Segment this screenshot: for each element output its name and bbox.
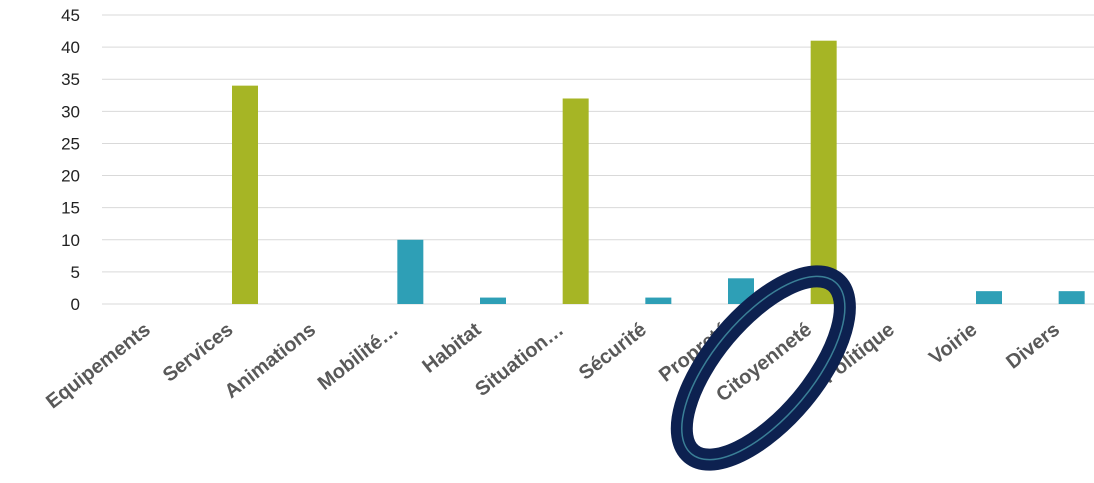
x-tick-label: Mobilité…	[314, 319, 403, 395]
x-tick-label: Habitat	[418, 318, 485, 377]
y-tick-label: 45	[61, 6, 80, 25]
y-tick-label: 10	[61, 231, 80, 250]
y-tick-label: 25	[61, 134, 80, 153]
x-tick-label: Voirie	[925, 319, 981, 370]
bar	[232, 85, 258, 305]
x-tick-label: Sécurité	[575, 319, 651, 385]
y-tick-label: 5	[71, 263, 80, 282]
bars	[232, 40, 1085, 305]
x-tick-label: Divers	[1002, 319, 1064, 374]
bar	[645, 297, 672, 304]
y-tick-label: 40	[61, 38, 80, 57]
y-tick-label: 35	[61, 70, 80, 89]
x-tick-label: Equipements	[42, 319, 155, 414]
bar	[397, 239, 424, 304]
highlight-ellipse-edge	[681, 275, 846, 461]
bar	[562, 98, 589, 304]
bar	[810, 40, 837, 304]
y-tick-label: 30	[61, 102, 80, 121]
bar	[1058, 291, 1085, 304]
annotations	[670, 265, 856, 471]
x-tick-label: Situation…	[471, 319, 568, 401]
y-tick-label: 15	[61, 199, 80, 218]
x-tick-label: Animations	[221, 319, 320, 403]
y-tick-label: 20	[61, 167, 80, 186]
gridlines	[102, 14, 1094, 305]
bar	[480, 297, 506, 304]
y-tick-label: 0	[71, 295, 80, 314]
bar	[976, 291, 1002, 304]
x-tick-label: Services	[159, 319, 237, 387]
y-axis-ticks: 0 5 10 15 20 25 30 35 40 45	[61, 6, 80, 314]
